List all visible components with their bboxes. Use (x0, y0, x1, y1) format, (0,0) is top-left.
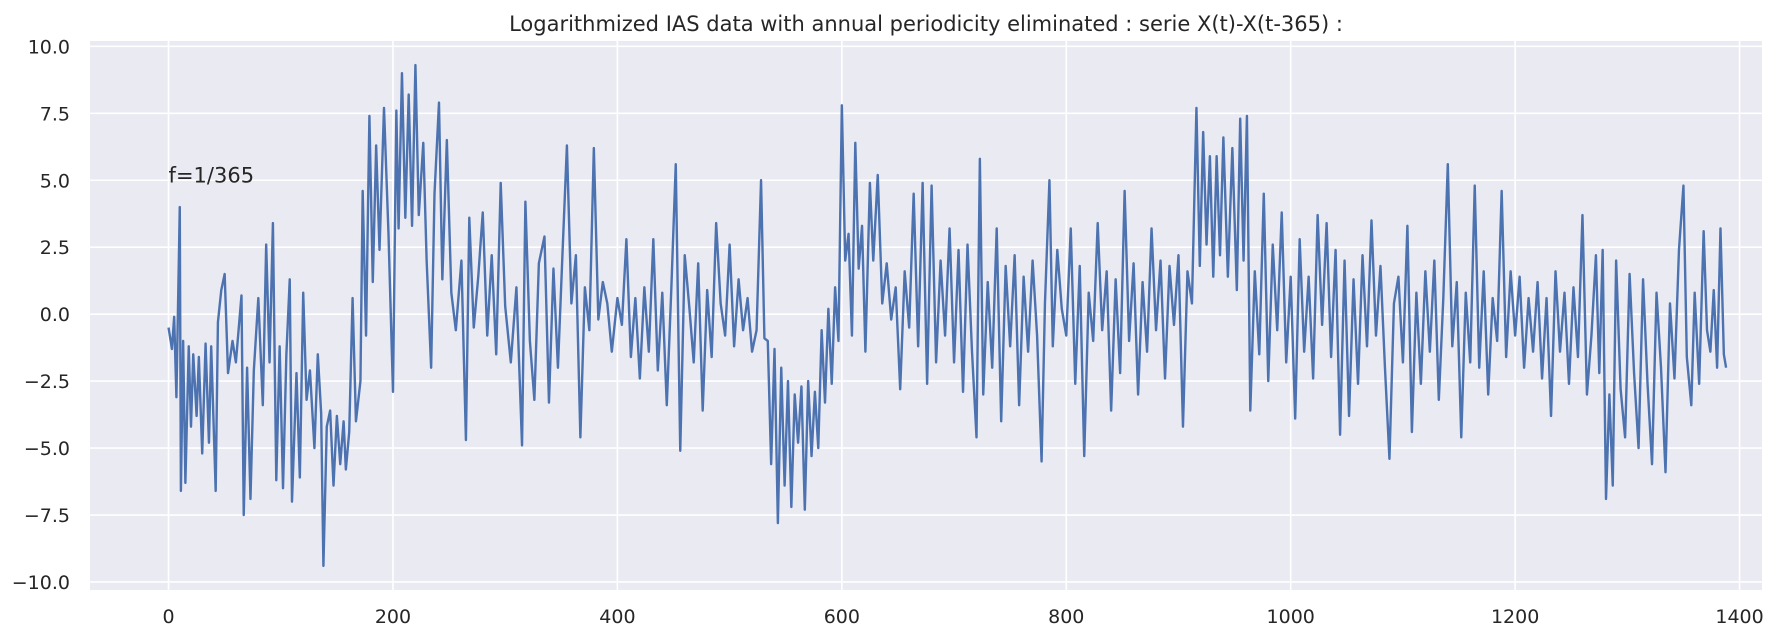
tick-labels: 0 200 400 600 800 1000 1200 1400 10.0 7.5 5.0 2.5 0.… (12, 36, 1764, 628)
y-tick-label: 5.0 (40, 170, 70, 192)
annotation-frequency: f=1/365 (169, 163, 255, 187)
y-tick-label: 2.5 (40, 237, 70, 259)
x-tick-label: 0 (163, 606, 175, 628)
x-tick-label: 1000 (1267, 606, 1315, 628)
x-tick-label: 800 (1048, 606, 1084, 628)
chart-title: Logarithmized IAS data with annual perio… (509, 12, 1343, 36)
y-tick-label: 10.0 (28, 36, 70, 58)
y-tick-label: −7.5 (24, 505, 70, 527)
y-tick-label: −2.5 (24, 371, 70, 393)
y-tick-label: 0.0 (40, 304, 70, 326)
y-tick-label: −10.0 (12, 572, 70, 594)
x-tick-label: 600 (824, 606, 860, 628)
x-tick-label: 1200 (1491, 606, 1539, 628)
y-tick-label: −5.0 (24, 438, 70, 460)
series-layer (167, 63, 1728, 568)
x-tick-label: 1400 (1715, 606, 1763, 628)
series-line (167, 63, 1728, 568)
x-tick-label: 400 (599, 606, 635, 628)
y-tick-label: 7.5 (40, 103, 70, 125)
x-tick-label: 200 (375, 606, 411, 628)
